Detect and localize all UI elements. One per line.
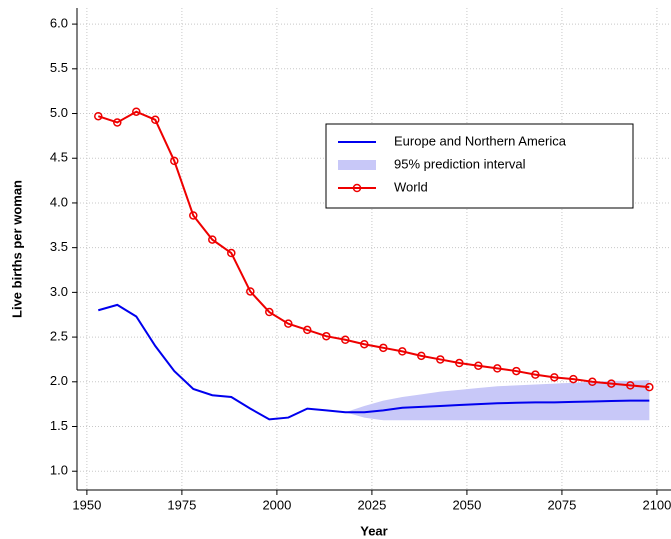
marker — [284, 319, 293, 328]
marker — [246, 287, 255, 296]
marker — [398, 347, 407, 356]
y-tick-label: 2.0 — [50, 373, 68, 388]
marker — [360, 339, 369, 349]
marker — [170, 156, 179, 166]
marker — [265, 307, 274, 317]
x-tick-label: 1975 — [167, 497, 196, 512]
x-tick-label: 2000 — [262, 497, 291, 512]
legend-label: 95% prediction interval — [394, 156, 526, 171]
marker — [417, 351, 426, 361]
marker — [588, 377, 597, 387]
marker — [531, 370, 540, 379]
y-tick-label: 4.5 — [50, 150, 68, 165]
marker — [379, 343, 388, 353]
marker — [512, 366, 521, 376]
y-tick-label: 3.0 — [50, 284, 68, 299]
y-tick-label: 2.5 — [50, 329, 68, 344]
y-axis-label: Live births per woman — [9, 180, 24, 318]
y-tick-label: 1.0 — [50, 463, 68, 478]
marker — [569, 374, 578, 384]
marker — [303, 325, 312, 335]
marker — [626, 381, 635, 390]
x-tick-label: 2100 — [642, 497, 671, 512]
marker — [151, 115, 160, 125]
prediction-interval — [345, 380, 650, 421]
marker — [474, 361, 483, 370]
marker — [208, 235, 217, 244]
legend-label: World — [394, 179, 428, 194]
legend-label: Europe and Northern America — [394, 133, 567, 148]
marker — [493, 364, 502, 373]
marker — [189, 211, 198, 220]
legend-box — [325, 123, 634, 209]
x-tick-label: 2025 — [357, 497, 386, 512]
x-tick-label: 1950 — [72, 497, 101, 512]
marker — [322, 331, 331, 341]
marker — [227, 248, 236, 258]
y-tick-label: 5.0 — [50, 105, 68, 120]
x-tick-label: 2050 — [452, 497, 481, 512]
marker — [113, 118, 122, 127]
marker — [132, 107, 141, 116]
y-tick-label: 1.5 — [50, 418, 68, 433]
y-tick-label: 5.5 — [50, 60, 68, 75]
y-tick-label: 4.0 — [50, 194, 68, 209]
marker — [341, 335, 350, 345]
marker — [94, 111, 103, 121]
series-line — [98, 303, 650, 421]
marker — [455, 358, 464, 368]
marker — [645, 382, 654, 392]
legend-marker — [352, 183, 362, 193]
x-tick-label: 2075 — [547, 497, 576, 512]
x-axis-label: Year — [360, 523, 387, 538]
marker — [607, 379, 616, 388]
marker — [550, 373, 559, 382]
y-tick-label: 3.5 — [50, 239, 68, 254]
marker — [436, 355, 445, 364]
y-tick-label: 6.0 — [50, 16, 68, 31]
